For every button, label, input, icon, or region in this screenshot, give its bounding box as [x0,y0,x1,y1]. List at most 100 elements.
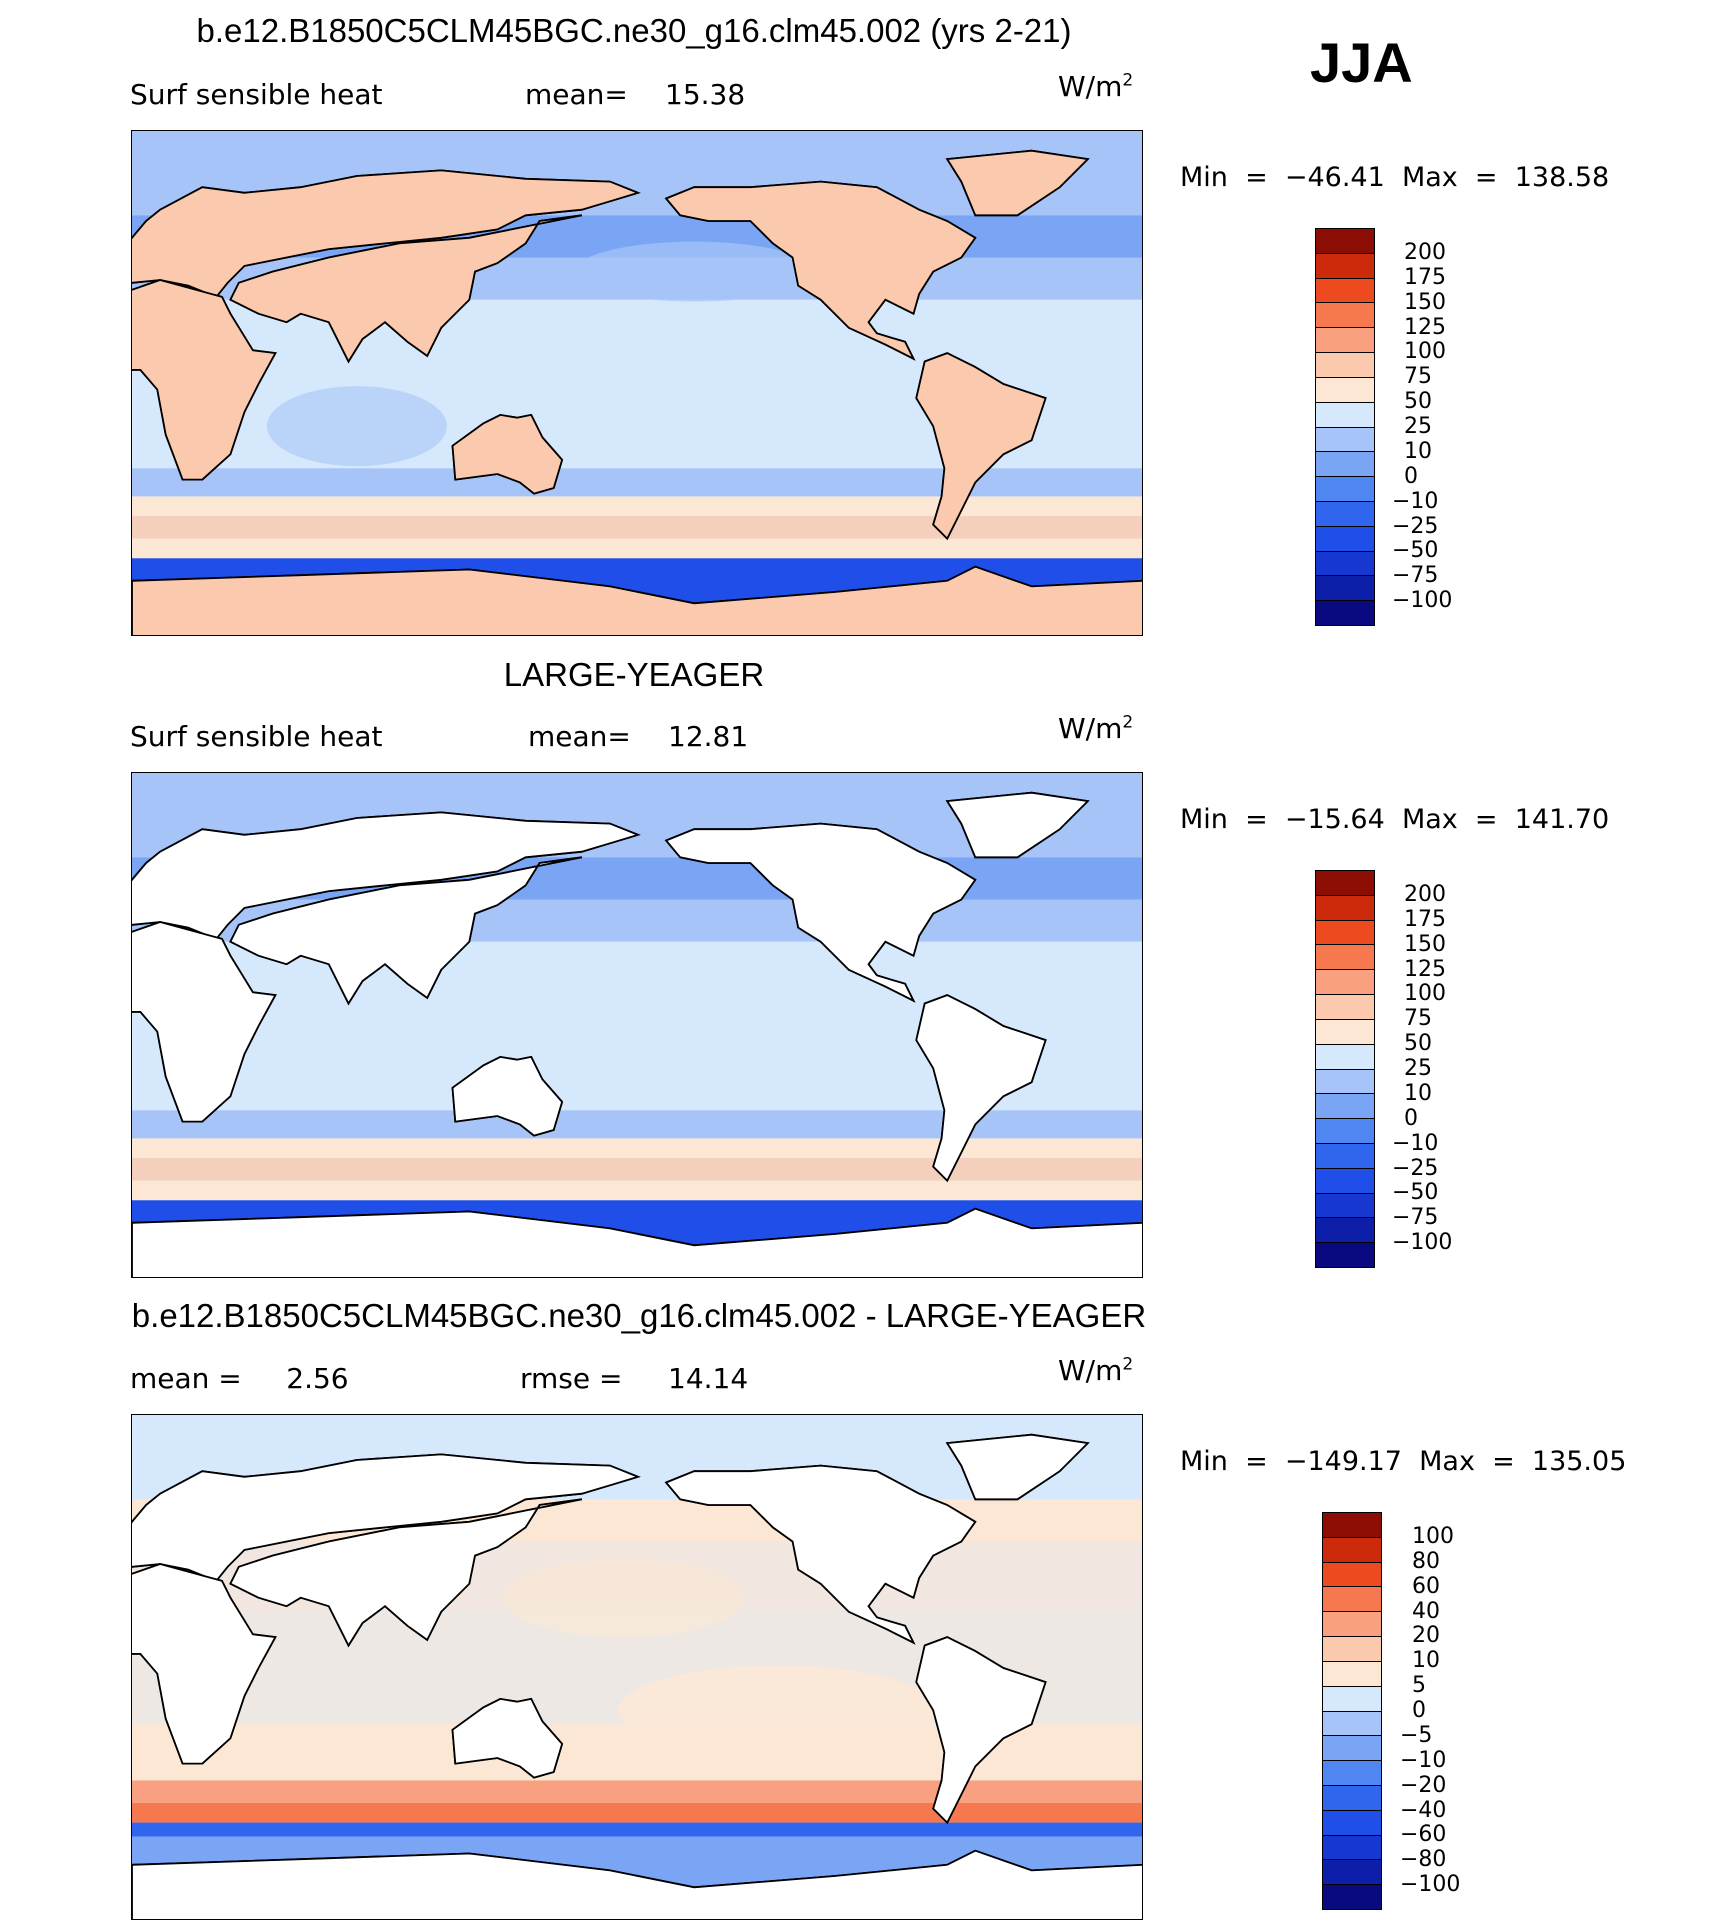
colorbar-swatch [1316,229,1374,254]
colorbar-swatch [1316,1168,1374,1194]
colorbar-tick-label: −75 [1392,1205,1439,1231]
colorbar-swatch [1316,601,1374,625]
colorbar-swatch [1323,1637,1381,1662]
panel-3-units: W/m2 [1058,1354,1134,1387]
panel-2-colorbar-labels: 200 175 150 125 100 75 50 25 10 0 −10 −25 −50 −75 −100 [1392,0,1512,1400]
panel-2-mean-label: mean= [528,720,631,753]
colorbar-tick-label: 75 [1404,1006,1432,1032]
colorbar-tick-label: 175 [1404,906,1446,932]
colorbar-tick-label: 150 [1404,289,1446,315]
colorbar-swatch [1323,1885,1381,1909]
colorbar-swatch [1316,871,1374,896]
colorbar-tick-label: −100 [1392,1230,1453,1256]
colorbar-swatch [1316,353,1374,378]
panel-3-mean-label: mean = 2.56 [130,1362,349,1395]
colorbar-swatch [1316,1193,1374,1219]
colorbar-swatch [1316,1119,1374,1144]
panel-2-title: LARGE-YEAGER [503,656,765,693]
panel-3-title: b.e12.B1850C5CLM45BGC.ne30_g16.clm45.002… [131,1297,1147,1334]
panel-1-map [131,130,1143,636]
colorbar-tick-label: −100 [1400,1872,1461,1898]
colorbar-swatch [1323,1537,1381,1563]
panel-3-rmse-label: rmse = [520,1362,623,1395]
colorbar-tick-label: 100 [1412,1523,1454,1549]
colorbar-tick-label: 20 [1412,1623,1440,1649]
colorbar-swatch [1316,303,1374,329]
colorbar-swatch [1316,551,1374,577]
colorbar-swatch [1323,1785,1381,1811]
colorbar-tick-label: −20 [1400,1772,1447,1798]
colorbar-tick-label: 125 [1404,314,1446,340]
panel-2-mean-value: 12.81 [668,720,749,753]
colorbar-swatch [1316,452,1374,478]
colorbar-tick-label: 10 [1404,1080,1432,1106]
colorbar-swatch [1316,402,1374,428]
colorbar-tick-label: −80 [1400,1847,1447,1873]
colorbar-tick-label: −10 [1392,1130,1439,1156]
colorbar-swatch [1316,1019,1374,1045]
colorbar-swatch [1316,1243,1374,1267]
colorbar-swatch [1316,526,1374,552]
colorbar-swatch [1316,328,1374,354]
panel-1-units: W/m2 [1058,70,1134,103]
colorbar-swatch [1316,1143,1374,1169]
colorbar-swatch [1323,1513,1381,1538]
colorbar-tick-label: 5 [1412,1673,1426,1699]
panel-3-min-max: Min = −149.17 Max = 135.05 [1180,1446,1627,1477]
colorbar-tick-label: −25 [1392,1155,1439,1181]
colorbar-tick-label: 200 [1404,881,1446,907]
colorbar-swatch [1316,427,1374,453]
panel-1-mean-label: mean= [525,78,628,111]
colorbar-tick-label: 0 [1412,1698,1426,1723]
colorbar-tick-label: −60 [1400,1822,1447,1848]
panel-2-units: W/m2 [1058,712,1134,745]
colorbar-swatch [1316,995,1374,1020]
panel-1-colorbar [1315,228,1375,626]
panel-3-map [131,1414,1143,1920]
panel-3-colorbar [1322,1512,1382,1910]
colorbar-tick-label: −10 [1392,488,1439,514]
colorbar-tick-label: −10 [1400,1747,1447,1773]
colorbar-swatch [1316,253,1374,279]
colorbar-swatch [1323,1736,1381,1762]
colorbar-swatch [1323,1661,1381,1687]
colorbar-tick-label: −5 [1400,1722,1433,1748]
colorbar-swatch [1323,1562,1381,1588]
panel-3-rmse-value: 14.14 [668,1362,749,1395]
colorbar-swatch [1316,1069,1374,1095]
colorbar-tick-label: 125 [1404,956,1446,982]
colorbar-tick-label: −50 [1392,538,1439,564]
panel-3-colorbar-labels: 100 80 60 40 20 10 5 0 −5 −10 −20 −40 −60 −80 −100 [1400,0,1520,1931]
colorbar-tick-label: 100 [1404,339,1446,365]
colorbar-swatch [1316,920,1374,946]
colorbar-swatch [1316,576,1374,602]
colorbar-swatch [1316,278,1374,304]
colorbar-swatch [1316,1094,1374,1120]
panel-2-variable-label: Surf sensible heat [130,720,383,753]
colorbar-tick-label: 10 [1404,438,1432,464]
colorbar-swatch [1323,1761,1381,1786]
panel-1-colorbar-labels: 200 175 150 125 100 75 50 25 10 0 −10 −25 −50 −75 −100 [1392,0,1512,700]
colorbar-tick-label: −40 [1400,1797,1447,1823]
colorbar-swatch [1316,501,1374,527]
panel-2-map [131,772,1143,1278]
season-label: JJA [1310,31,1413,94]
colorbar-tick-label: 200 [1404,239,1446,265]
colorbar-tick-label: 0 [1404,1105,1418,1131]
colorbar-tick-label: 75 [1404,364,1432,390]
panel-2-min-max: Min = −15.64 Max = 141.70 [1180,804,1610,835]
colorbar-swatch [1316,1044,1374,1070]
panel-2-colorbar [1315,870,1375,1268]
panel-1-min-max: Min = −46.41 Max = 138.58 [1180,162,1610,193]
colorbar-tick-label: 100 [1404,981,1446,1007]
colorbar-tick-label: 10 [1412,1648,1440,1674]
colorbar-swatch [1323,1612,1381,1638]
colorbar-tick-label: 150 [1404,931,1446,957]
colorbar-swatch [1323,1686,1381,1712]
colorbar-swatch [1316,945,1374,971]
colorbar-swatch [1316,377,1374,403]
colorbar-swatch [1323,1810,1381,1836]
colorbar-swatch [1323,1711,1381,1737]
colorbar-tick-label: −25 [1392,513,1439,539]
colorbar-swatch [1323,1860,1381,1886]
